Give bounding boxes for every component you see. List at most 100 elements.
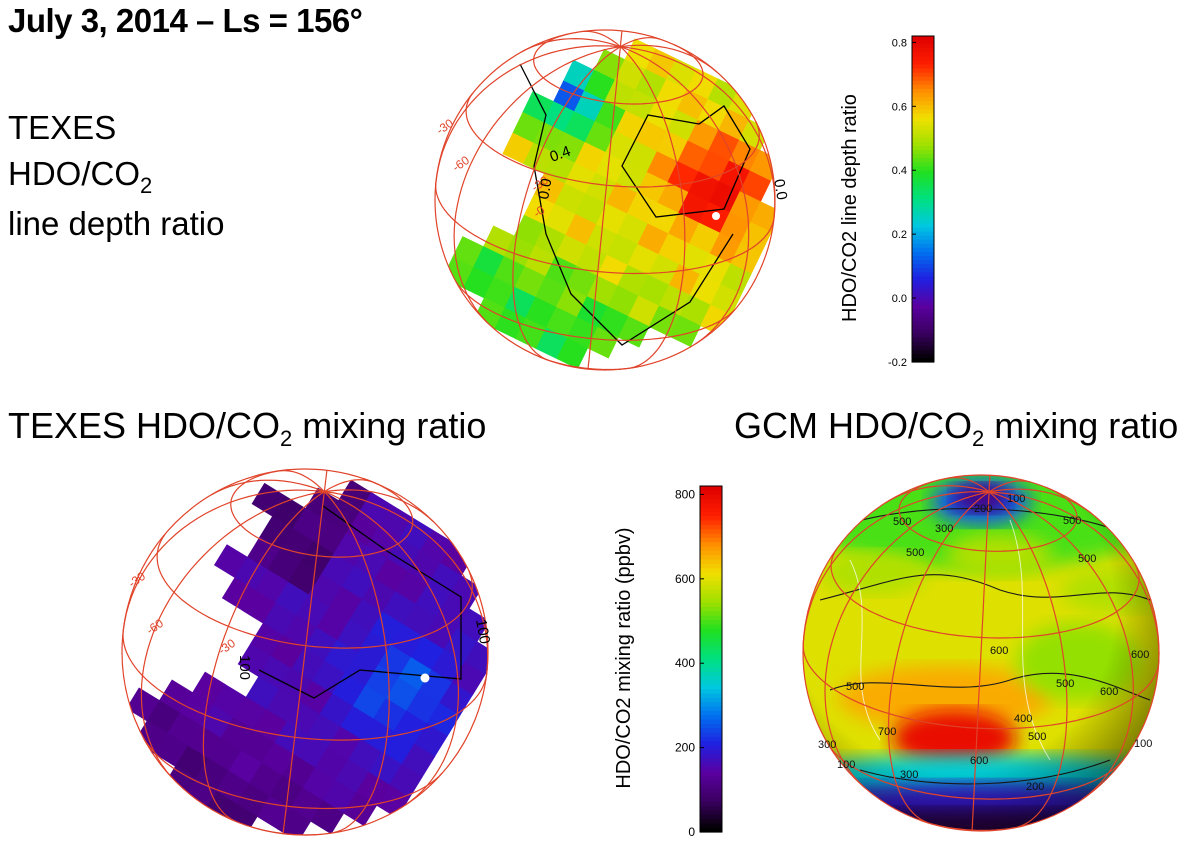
colorbar-segment bbox=[912, 276, 934, 282]
colorbar-segment bbox=[912, 137, 934, 143]
colorbar-segment bbox=[700, 788, 722, 794]
data-tile bbox=[464, 641, 488, 676]
grid-label: -30 bbox=[434, 116, 457, 138]
meridian-line bbox=[619, 30, 623, 47]
data-tile bbox=[134, 720, 168, 755]
colorbar-segment bbox=[912, 64, 934, 70]
meridian-line bbox=[520, 37, 621, 53]
data-tile bbox=[355, 771, 390, 806]
data-tile bbox=[292, 507, 327, 542]
colorbar-segment bbox=[700, 671, 722, 677]
colorbar-segment bbox=[912, 44, 934, 49]
data-tile bbox=[709, 232, 741, 265]
colorbar-segment bbox=[912, 84, 934, 90]
data-tile bbox=[324, 639, 359, 674]
data-tile bbox=[749, 149, 775, 182]
data-tile bbox=[289, 787, 324, 822]
colorbar-segment bbox=[700, 741, 722, 747]
data-tile bbox=[545, 255, 577, 287]
data-tile bbox=[435, 595, 470, 630]
data-tile bbox=[678, 191, 710, 224]
colorbar-segment bbox=[700, 680, 722, 686]
data-tile bbox=[669, 315, 701, 347]
colorbar-tick-label: 0.2 bbox=[892, 229, 907, 241]
data-tile bbox=[431, 649, 465, 684]
meridian-line bbox=[989, 491, 1160, 662]
data-tile bbox=[595, 151, 627, 184]
gcm-field-region bbox=[803, 475, 1159, 570]
data-tile bbox=[308, 573, 343, 608]
data-tile bbox=[523, 194, 556, 226]
colorbar-segment bbox=[912, 357, 934, 363]
data-tile bbox=[287, 561, 322, 596]
meridian-line bbox=[324, 489, 434, 523]
meridian-line bbox=[988, 491, 1068, 828]
colorbar-segment bbox=[912, 68, 934, 74]
data-tile bbox=[419, 529, 454, 564]
data-tile bbox=[154, 732, 189, 767]
colorbar-title: HDO/CO2 mixing ratio (ppbv) bbox=[613, 527, 635, 788]
data-tile bbox=[385, 677, 420, 712]
colorbar-segment bbox=[912, 337, 934, 343]
gcm-field-region bbox=[1016, 622, 1142, 702]
latitude-line bbox=[435, 182, 775, 275]
data-tile bbox=[388, 764, 423, 798]
colorbar-segment bbox=[700, 598, 722, 604]
colorbar-segment bbox=[700, 719, 722, 725]
data-tile bbox=[358, 492, 393, 526]
colorbar-tick-label: 0.6 bbox=[892, 101, 907, 113]
data-tile bbox=[398, 657, 432, 691]
data-tile bbox=[328, 586, 363, 621]
data-tile bbox=[513, 214, 546, 247]
page-title: July 3, 2014 – Ls = 156° bbox=[8, 2, 363, 39]
colorbar-segment bbox=[912, 341, 934, 347]
data-tile bbox=[750, 201, 775, 233]
meridian-line bbox=[324, 491, 459, 806]
colorbar-segment bbox=[912, 162, 934, 167]
colorbar-frame bbox=[699, 485, 723, 833]
colorbar-segment bbox=[912, 211, 934, 216]
data-tile bbox=[522, 91, 554, 123]
gcm-field-region bbox=[803, 809, 1159, 831]
gcm-field-region bbox=[945, 533, 1053, 577]
colorbar-segment bbox=[700, 646, 722, 651]
quantity-description: line depth ratio bbox=[8, 205, 225, 242]
data-tile bbox=[688, 171, 720, 203]
data-tile bbox=[525, 296, 557, 329]
data-tile bbox=[220, 717, 255, 752]
data-tile bbox=[270, 635, 305, 670]
data-tile bbox=[555, 286, 588, 318]
meridian-line bbox=[619, 46, 686, 369]
colorbar-segment bbox=[912, 60, 934, 66]
data-tile bbox=[615, 161, 648, 194]
data-tile bbox=[739, 170, 771, 203]
data-tile bbox=[410, 636, 445, 671]
contour-label: 100 bbox=[837, 759, 855, 771]
globe-limb bbox=[434, 29, 776, 371]
data-tile bbox=[676, 89, 709, 121]
data-tile bbox=[332, 672, 366, 707]
latitude-line bbox=[802, 644, 1160, 730]
data-tile bbox=[657, 181, 689, 214]
colorbar-segment bbox=[700, 801, 722, 807]
contour-label: 500 bbox=[1063, 515, 1081, 527]
gcm-field-region bbox=[931, 478, 1031, 525]
data-tile bbox=[426, 702, 461, 737]
data-tile bbox=[306, 713, 341, 748]
data-tile bbox=[646, 151, 679, 183]
grid-label: -30 bbox=[529, 173, 552, 195]
data-tile bbox=[483, 276, 516, 309]
colorbar-segment bbox=[912, 117, 934, 123]
colorbar-segment bbox=[912, 349, 934, 355]
data-tile bbox=[586, 275, 619, 307]
data-tile bbox=[215, 770, 250, 805]
data-tile bbox=[688, 222, 721, 255]
data-tile bbox=[544, 204, 576, 236]
colorbar-segment bbox=[700, 576, 722, 582]
colorbar-segment bbox=[912, 251, 934, 257]
meridian-line bbox=[802, 490, 990, 645]
colorbar-segment bbox=[700, 654, 722, 660]
data-tile bbox=[605, 182, 638, 215]
data-tile bbox=[543, 101, 575, 133]
data-tile bbox=[418, 669, 453, 704]
